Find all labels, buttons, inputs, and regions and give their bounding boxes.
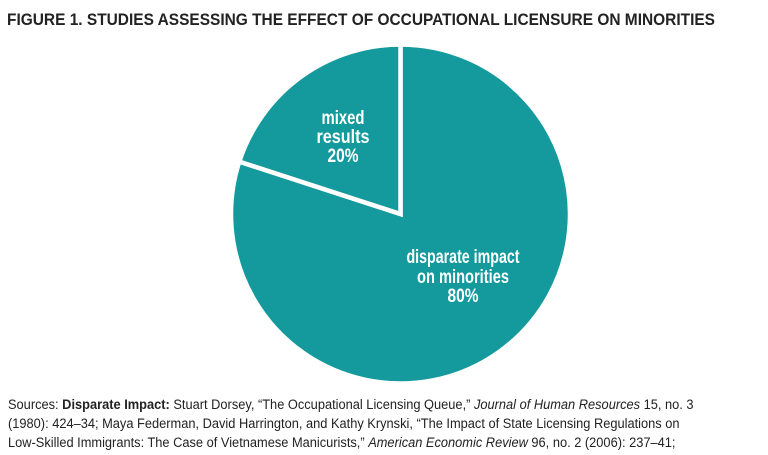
mixed-slice-value: 20% bbox=[328, 146, 359, 167]
figure-title: FIGURE 1. STUDIES ASSESSING THE EFFECT O… bbox=[7, 10, 715, 29]
sources-group-label: Disparate Impact: bbox=[62, 397, 174, 412]
sources-citation-text: (1980): 424–34; Maya Federman, David Har… bbox=[8, 415, 680, 431]
journal-name-american-economic-review: American Economic Review bbox=[368, 434, 528, 450]
sources-citation-text: and Marc T. Law and Mindy S. Marks, “Eff… bbox=[8, 454, 640, 455]
sources-citation-detail: 96, no. 2 (2006): 237–41; bbox=[527, 434, 676, 450]
journal-name-human-resources: Journal of Human Resources bbox=[473, 397, 641, 412]
sources-citation-text: Stuart Dorsey, “The Occupational Licensi… bbox=[173, 397, 474, 412]
sources-citation-detail: 15, no. 3 bbox=[640, 397, 694, 412]
sources-line-2: (1980): 424–34; Maya Federman, David Har… bbox=[8, 415, 768, 434]
sources-line-3: Low-Skilled Immigrants: The Case of Viet… bbox=[8, 434, 768, 453]
pie-slice-disparate-impact bbox=[228, 42, 573, 386]
sources-prefix: Sources: bbox=[8, 397, 63, 412]
mixed-slice-label-line1: mixed bbox=[322, 108, 365, 129]
pie-slice-mixed-results bbox=[236, 42, 403, 218]
sources-line-4-clipped: and Marc T. Law and Mindy S. Marks, “Eff… bbox=[8, 453, 768, 455]
figure-title-block: FIGURE 1. STUDIES ASSESSING THE EFFECT O… bbox=[7, 10, 715, 29]
figure-sources: Sources: Disparate Impact: Stuart Dorsey… bbox=[8, 396, 768, 455]
disparate-slice-value: 80% bbox=[448, 286, 479, 307]
mixed-slice-label-line2: results bbox=[317, 127, 370, 148]
disparate-slice-label-line1: disparate impact bbox=[407, 247, 521, 268]
sources-line-1: Sources: Disparate Impact: Stuart Dorsey… bbox=[8, 396, 768, 415]
sources-citation-text: Low-Skilled Immigrants: The Case of Viet… bbox=[8, 434, 369, 450]
disparate-slice-label-line2: on minorities bbox=[417, 267, 509, 288]
